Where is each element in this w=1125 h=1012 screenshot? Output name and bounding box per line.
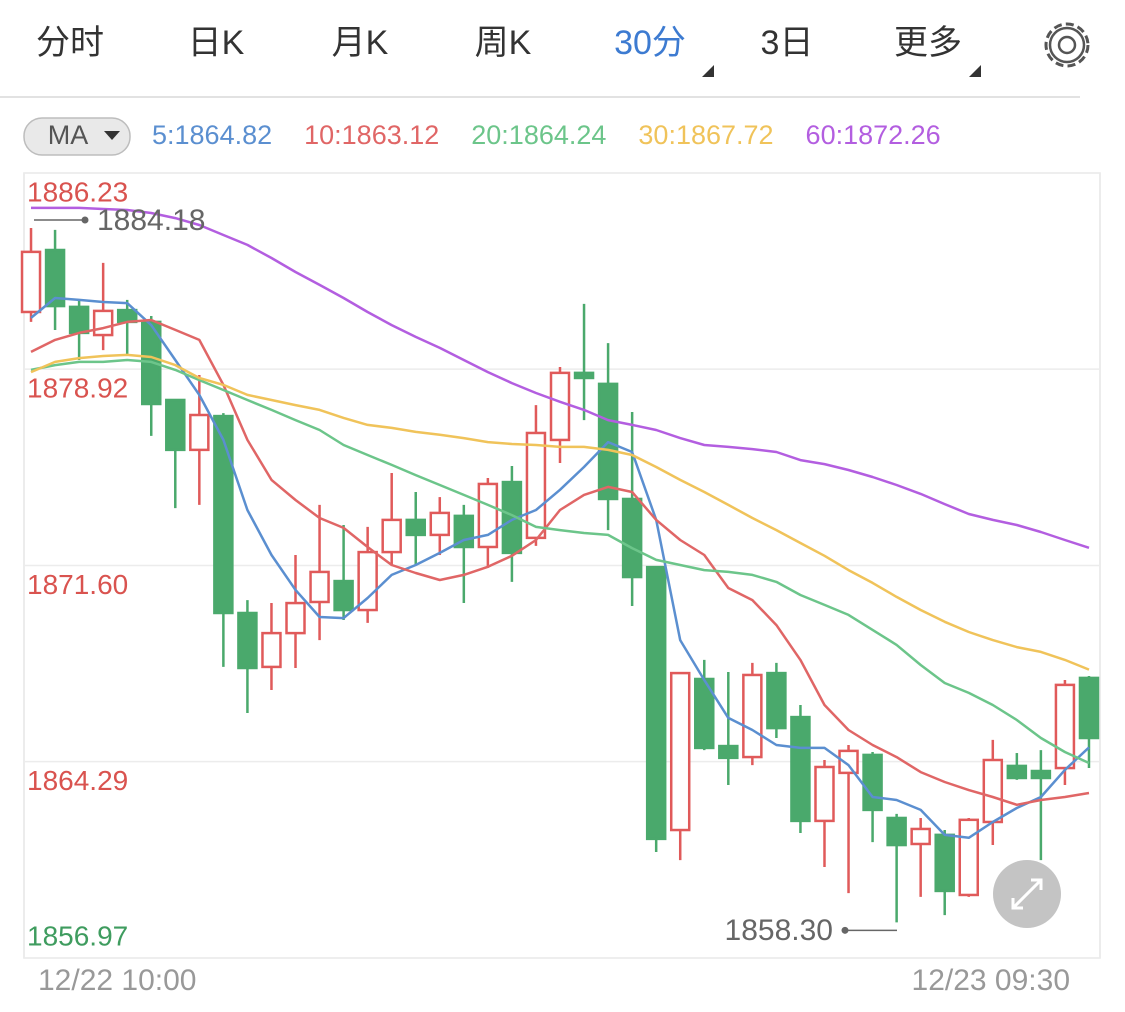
y-tick-label: 1886.23 [27, 176, 128, 207]
candle-body [766, 671, 787, 730]
candle-body [116, 308, 138, 324]
annotation-label: 1884.18 [97, 204, 205, 237]
tab[interactable]: 3日 [761, 24, 814, 62]
candle-body [669, 671, 691, 832]
expand-icon [1011, 878, 1043, 910]
y-tick-label: 1871.60 [27, 569, 128, 600]
ma-line [30, 318, 1090, 807]
tab[interactable]: 周K [475, 24, 532, 62]
candle-body [20, 250, 42, 314]
dropdown-pill [23, 117, 131, 156]
tab-dropdown-mark [702, 65, 714, 77]
candle-body [1078, 676, 1100, 740]
plot [20, 206, 1100, 923]
candle-body [525, 431, 547, 540]
legend-entry: 20:1864.24 [471, 120, 606, 150]
annotation-dot [841, 926, 849, 934]
candle-body [429, 511, 451, 537]
candle-body [645, 565, 667, 841]
candle-body [573, 371, 595, 380]
candle-body [549, 371, 571, 442]
labels: 1886.23 1878.92 1871.60 1864.29 1856.97 12/22… [27, 176, 1070, 997]
candle-body [405, 518, 426, 537]
indicator-label: MA [48, 120, 89, 150]
ma-line [30, 358, 1090, 765]
candle-body [237, 611, 258, 670]
annotation-label: 1858.30 [725, 914, 833, 947]
legend-entry: 60:1872.26 [806, 120, 941, 150]
candle-body [742, 673, 763, 759]
candle-body [68, 305, 90, 335]
tab[interactable]: 分时 [36, 24, 104, 62]
candle-body [862, 753, 883, 812]
tab[interactable]: 月K [332, 24, 389, 62]
candle-body [814, 765, 835, 823]
ma-line [31, 206, 1090, 549]
candle-body [44, 248, 66, 308]
legend-entry: 30:1867.72 [638, 120, 773, 150]
tab[interactable]: 更多 [894, 24, 962, 62]
candle-body [621, 497, 643, 579]
legend-entry: 10:1863.12 [304, 120, 439, 150]
candle-body [1054, 683, 1076, 770]
x-tick-label: 12/23 09:30 [912, 964, 1070, 997]
y-tick-label: 1856.97 [27, 920, 128, 951]
candle-body [92, 309, 114, 337]
tab-dropdown-mark [969, 65, 981, 77]
x-tick-label: 12/22 10:00 [38, 964, 196, 997]
candle-body [790, 715, 811, 823]
candle-body [357, 550, 378, 612]
tab-bar: 分时 日K 月K 周K 30分 3日 更多 [36, 24, 962, 62]
tab[interactable]: 日K [188, 24, 245, 62]
gear-hub [1057, 35, 1077, 55]
dropdown-arrow [104, 131, 120, 140]
expand-button[interactable] [993, 860, 1061, 928]
candle-body [381, 518, 402, 554]
ma-line [30, 353, 1090, 671]
candle-body [213, 414, 234, 615]
grid [24, 172, 1100, 959]
candle-body [189, 413, 210, 452]
candle-body [910, 827, 931, 846]
indicator-dropdown[interactable]: MA [23, 117, 131, 156]
candle-body [1006, 764, 1028, 780]
gear-ring [1048, 26, 1086, 64]
candle-body [285, 601, 306, 635]
annotation-dot [81, 216, 89, 224]
tab[interactable]: 30分 [614, 24, 686, 62]
candle-body [165, 398, 186, 452]
legend-entry: 5:1864.82 [152, 120, 272, 150]
ma-line [30, 296, 1090, 840]
candle-body [477, 482, 499, 549]
candle-body [718, 744, 739, 760]
candle-body [261, 631, 282, 669]
candle-body [982, 758, 1004, 824]
y-tick-label: 1864.29 [27, 765, 128, 796]
settings-button[interactable] [1044, 22, 1090, 68]
gear-teeth [1044, 22, 1090, 68]
candle-body [934, 833, 955, 893]
candle-body [309, 570, 330, 604]
candle-body [838, 749, 859, 775]
candle-body [333, 579, 354, 612]
candle-body [886, 816, 907, 847]
y-tick-label: 1878.92 [27, 373, 128, 404]
candle-body [958, 818, 980, 897]
legend: 5:1864.82 10:1863.12 20:1864.24 30:1867.72 6… [152, 120, 941, 150]
candle-body [1030, 769, 1052, 780]
